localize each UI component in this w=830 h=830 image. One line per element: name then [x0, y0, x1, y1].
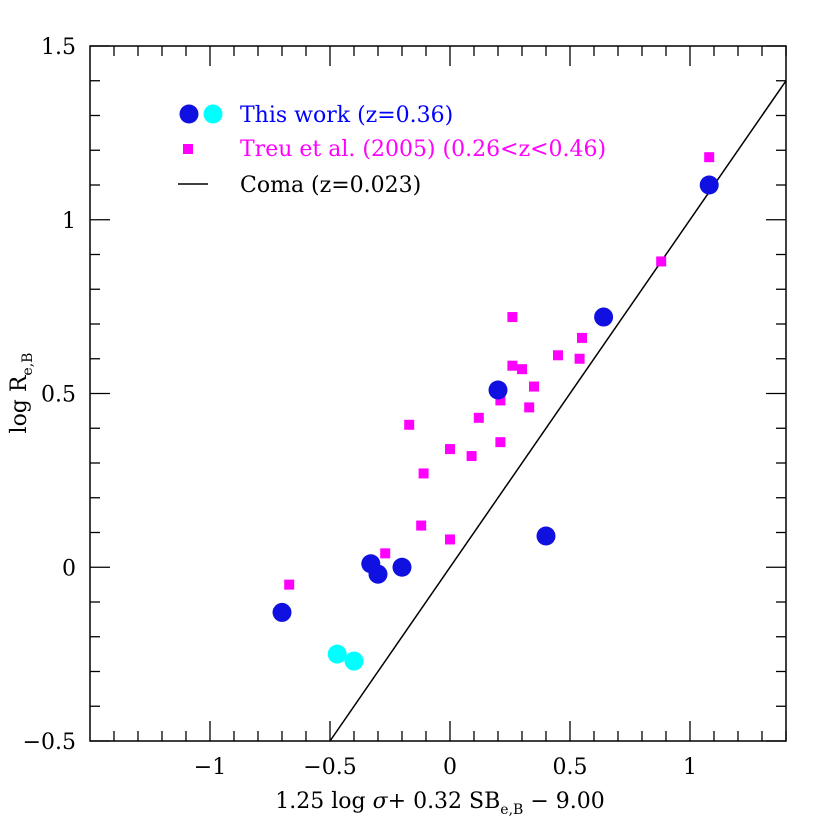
x-tick-label: −0.5 [303, 755, 356, 780]
treu-data-point [574, 353, 585, 364]
this-work-data-point [536, 526, 556, 546]
treu-data-point [495, 395, 506, 406]
legend-marker-this-work-cyan [203, 104, 223, 124]
x-tick-label: 0.5 [553, 755, 588, 780]
this-work-data-point [327, 644, 347, 664]
treu-data-point [656, 256, 667, 267]
treu-data-point [529, 381, 539, 392]
tick-labels: −1 −0.5 0 0.5 1 −0.5 0 0.5 1 1.5 [23, 35, 697, 780]
y-tick-label: 1.5 [41, 35, 76, 60]
treu-data-point [404, 419, 415, 430]
treu-data-point [507, 360, 518, 371]
legend-label-this-work: This work (z=0.36) [240, 103, 453, 128]
x-tick-label: 0 [443, 755, 457, 780]
treu-data-point [466, 451, 477, 462]
this-work-data-point [392, 557, 412, 577]
data-marks [272, 80, 786, 741]
legend-label-coma: Coma (z=0.023) [240, 173, 421, 198]
treu-data-point [473, 412, 484, 423]
treu-data-point [380, 548, 391, 559]
legend: This work (z=0.36) Treu et al. (2005) (0… [178, 103, 606, 198]
treu-data-point [445, 534, 455, 545]
y-tick-label: 1 [62, 209, 76, 234]
treu-data-point [284, 579, 295, 590]
y-tick-label: 0 [62, 556, 76, 581]
treu-data-point [517, 364, 527, 375]
this-work-data-point [272, 602, 292, 622]
y-tick-label: 0.5 [41, 383, 76, 408]
treu-data-point [416, 520, 427, 531]
treu-data-point [577, 332, 587, 343]
treu-data-point [495, 437, 506, 448]
legend-marker-treu [183, 144, 193, 154]
this-work-data-point [699, 175, 719, 195]
y-tick-label: −0.5 [23, 730, 76, 755]
this-work-data-point [594, 307, 614, 327]
this-work-data-point [344, 651, 364, 671]
treu-data-point [704, 152, 715, 163]
y-axis-label: log Re,B [7, 353, 36, 434]
treu-data-point [553, 350, 563, 361]
this-work-data-point [488, 380, 508, 400]
x-axis-label: 1.25 log σ+ 0.32 SBe,B − 9.00 [275, 789, 604, 818]
treu-data-point [507, 312, 518, 323]
this-work-data-point [368, 564, 388, 584]
legend-marker-this-work-blue [179, 104, 199, 124]
x-tick-label: −1 [194, 755, 226, 780]
treu-data-point [445, 444, 455, 455]
axis-ticks [90, 45, 787, 742]
treu-data-point [524, 402, 535, 413]
x-tick-label: 1 [683, 755, 697, 780]
treu-data-point [418, 468, 429, 479]
legend-label-treu: Treu et al. (2005) (0.26<z<0.46) [240, 137, 606, 162]
